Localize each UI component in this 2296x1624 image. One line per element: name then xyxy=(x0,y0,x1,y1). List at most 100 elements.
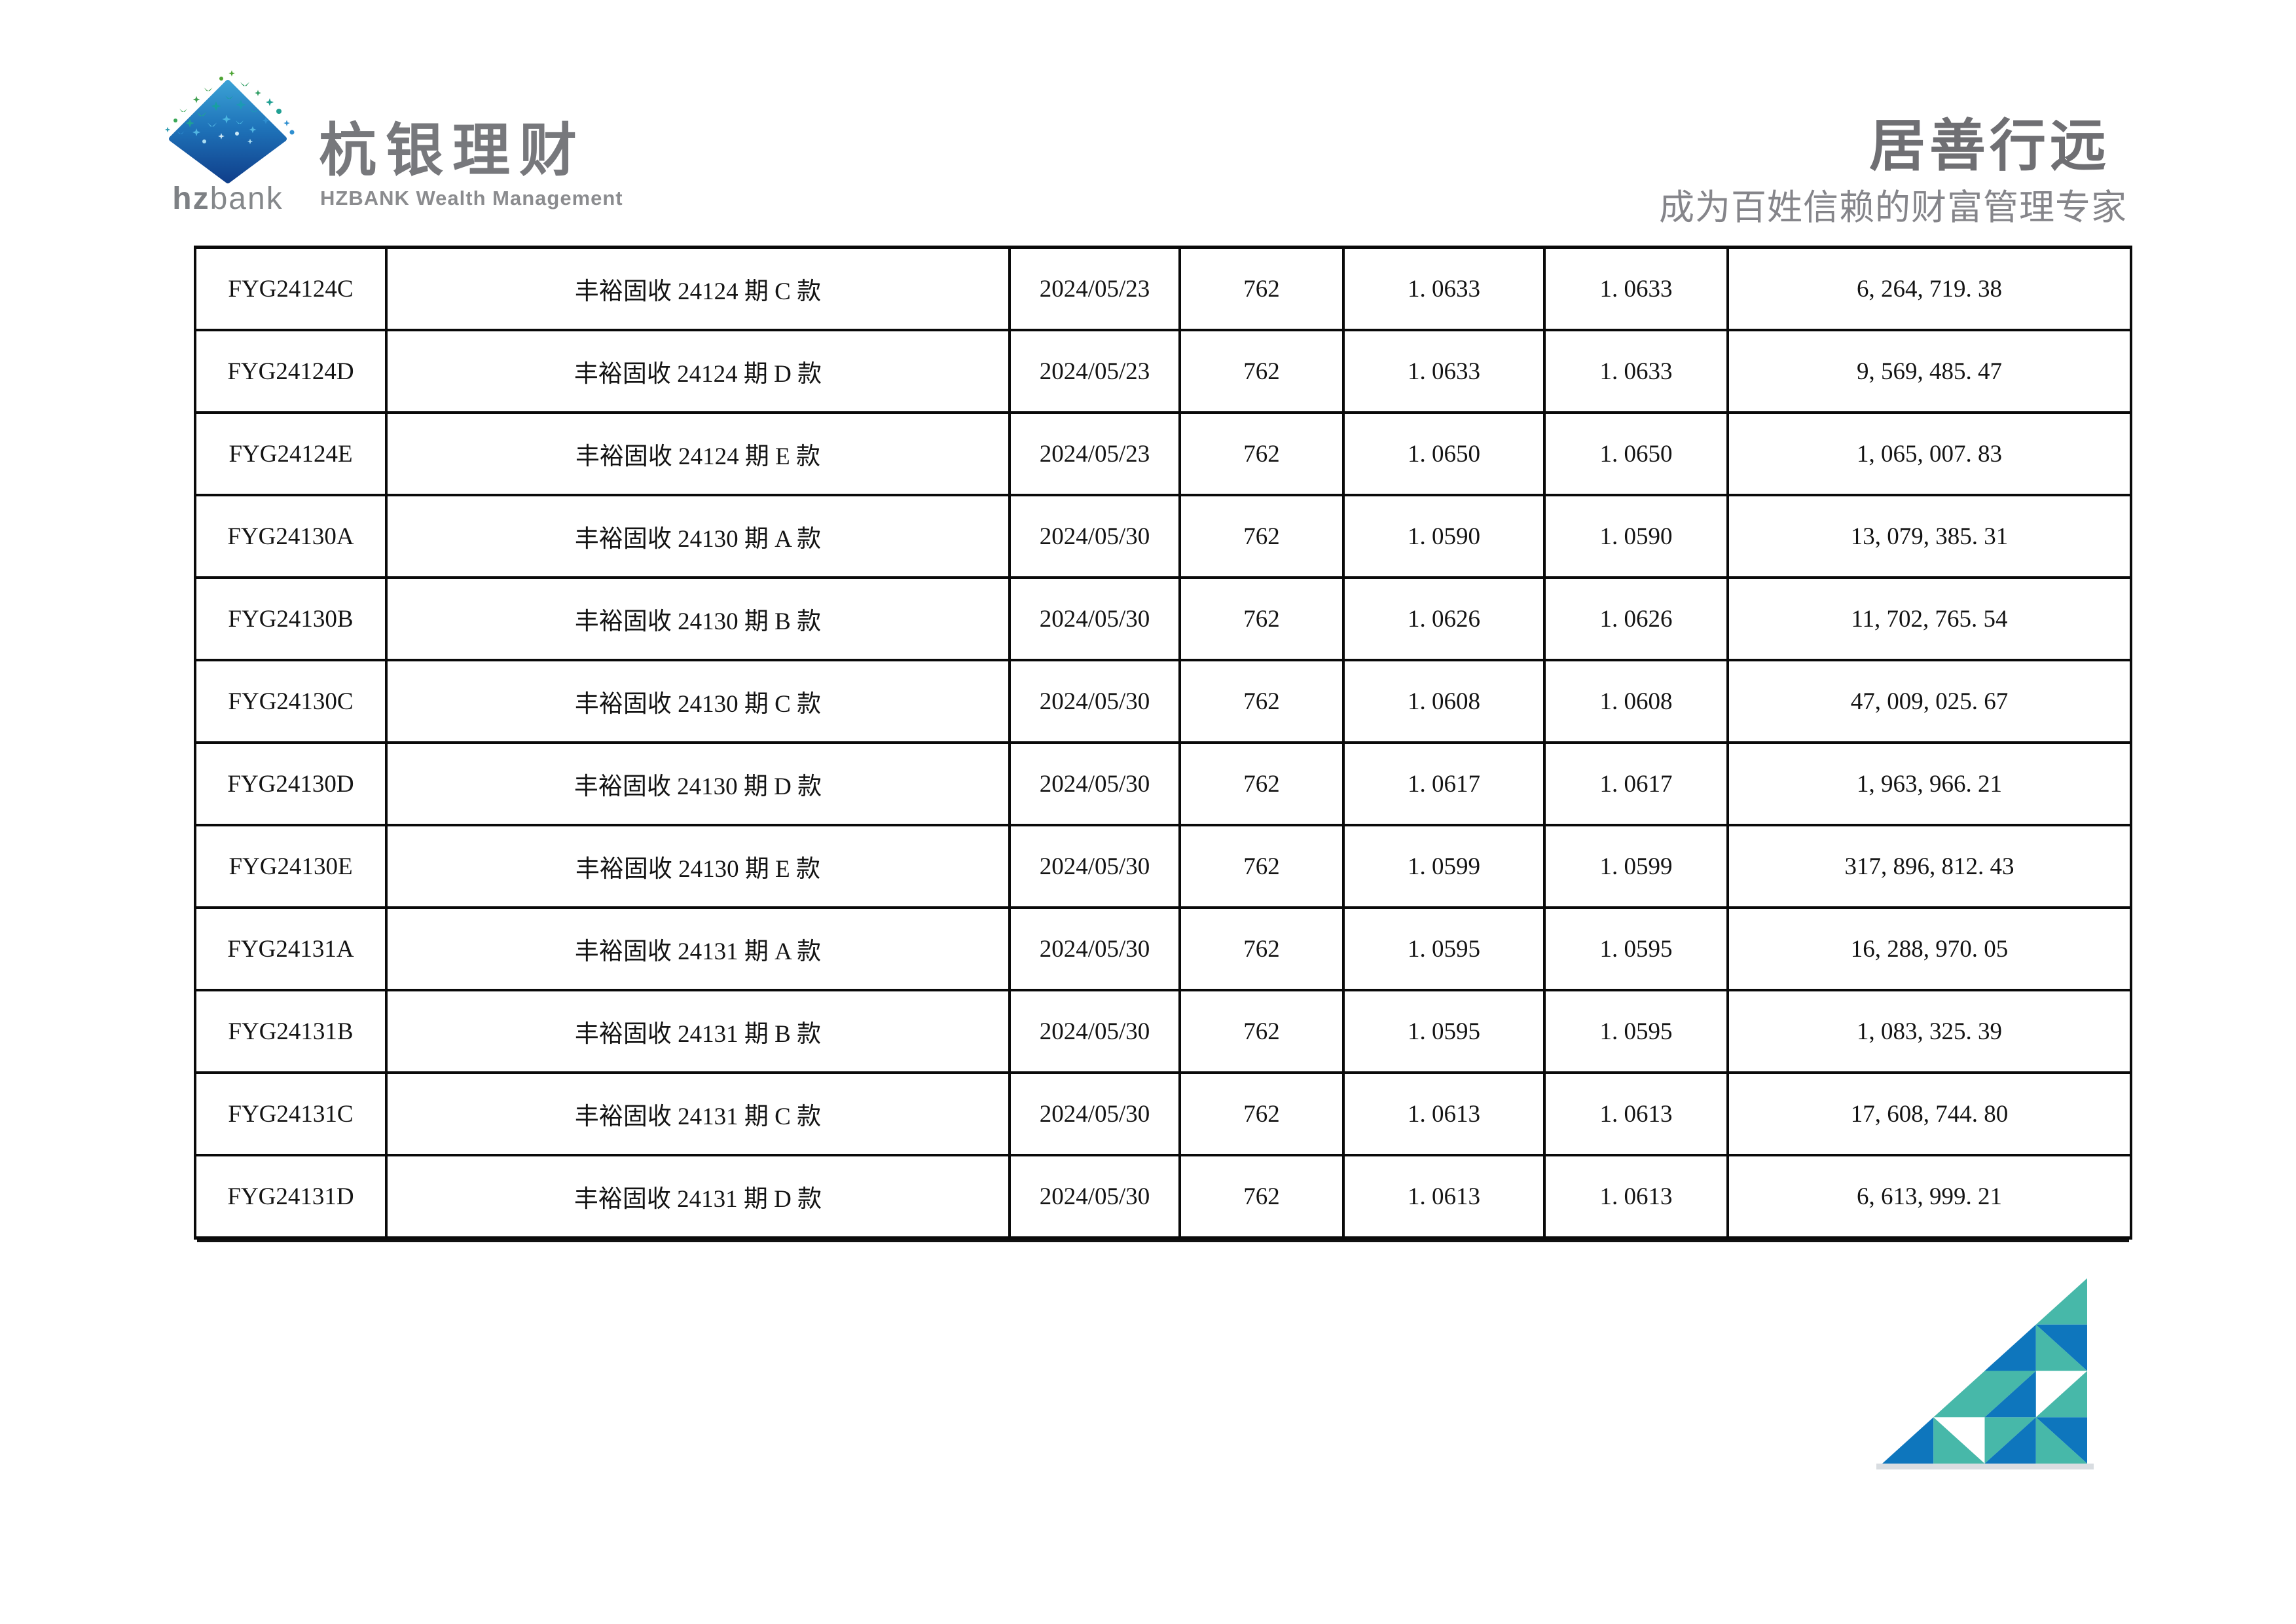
cell-cum-nav: 1. 0595 xyxy=(1543,906,1729,991)
table-row: FYG24124D 丰裕固收 24124 期 D 款 2024/05/23 76… xyxy=(194,329,2132,414)
cell-date: 2024/05/30 xyxy=(1008,576,1181,661)
cell-date: 2024/05/30 xyxy=(1008,906,1181,991)
cell-product-name: 丰裕固收 24131 期 C 款 xyxy=(385,1071,1011,1156)
cell-cum-nav: 1. 0595 xyxy=(1543,989,1729,1074)
cell-product-name: 丰裕固收 24124 期 E 款 xyxy=(385,411,1011,496)
cell-product-code: FYG24130D xyxy=(194,741,388,826)
cell-days: 762 xyxy=(1178,989,1345,1074)
cell-days: 762 xyxy=(1178,411,1345,496)
cell-days: 762 xyxy=(1178,1154,1345,1240)
slogan-block: 居善行远 成为百姓信赖的财富管理专家 xyxy=(1659,118,2127,225)
cell-product-name: 丰裕固收 24130 期 A 款 xyxy=(385,494,1011,579)
cell-product-code: FYG24131B xyxy=(194,989,388,1074)
cell-amount: 1, 083, 325. 39 xyxy=(1726,989,2132,1074)
cell-amount: 1, 963, 966. 21 xyxy=(1726,741,2132,826)
brand-name-chinese: 杭银理财 xyxy=(319,118,587,183)
cell-date: 2024/05/30 xyxy=(1008,659,1181,744)
cell-product-code: FYG24130C xyxy=(194,659,388,744)
cell-date: 2024/05/23 xyxy=(1008,246,1181,331)
hzbank-logo-icon xyxy=(164,70,295,183)
cell-date: 2024/05/30 xyxy=(1008,494,1181,579)
cell-cum-nav: 1. 0626 xyxy=(1543,576,1729,661)
cell-product-name: 丰裕固收 24124 期 D 款 xyxy=(385,329,1011,414)
table-row: FYG24131B 丰裕固收 24131 期 B 款 2024/05/30 76… xyxy=(194,989,2132,1074)
logo-wordmark-hz: hz xyxy=(172,181,210,216)
table-row: FYG24131C 丰裕固收 24131 期 C 款 2024/05/30 76… xyxy=(194,1071,2132,1156)
logo-wordmark-bank: bank xyxy=(210,181,283,216)
cell-days: 762 xyxy=(1178,659,1345,744)
product-table-body: FYG24124C 丰裕固收 24124 期 C 款 2024/05/23 76… xyxy=(194,246,2132,1240)
table-row: FYG24124C 丰裕固收 24124 期 C 款 2024/05/23 76… xyxy=(194,246,2132,331)
cell-date: 2024/05/30 xyxy=(1008,741,1181,826)
cell-cum-nav: 1. 0608 xyxy=(1543,659,1729,744)
cell-unit-nav: 1. 0633 xyxy=(1342,329,1546,414)
cell-unit-nav: 1. 0650 xyxy=(1342,411,1546,496)
cell-product-code: FYG24124D xyxy=(194,329,388,414)
triangle-mosaic-graphic xyxy=(1882,1278,2087,1464)
logo-particles xyxy=(164,70,295,145)
logo-wordmark: hzbank xyxy=(158,181,297,217)
cell-product-name: 丰裕固收 24131 期 D 款 xyxy=(385,1154,1011,1240)
cell-product-name: 丰裕固收 24131 期 A 款 xyxy=(385,906,1011,991)
slogan-title: 居善行远 xyxy=(1869,115,2110,177)
cell-cum-nav: 1. 0613 xyxy=(1543,1154,1729,1240)
cell-unit-nav: 1. 0599 xyxy=(1342,824,1546,909)
cell-product-name: 丰裕固收 24130 期 B 款 xyxy=(385,576,1011,661)
cell-days: 762 xyxy=(1178,741,1345,826)
table-row: FYG24130C 丰裕固收 24130 期 C 款 2024/05/30 76… xyxy=(194,659,2132,744)
cell-product-code: FYG24130B xyxy=(194,576,388,661)
cell-unit-nav: 1. 0608 xyxy=(1342,659,1546,744)
cell-unit-nav: 1. 0590 xyxy=(1342,494,1546,579)
cell-date: 2024/05/23 xyxy=(1008,329,1181,414)
table-row: FYG24130A 丰裕固收 24130 期 A 款 2024/05/30 76… xyxy=(194,494,2132,579)
cell-amount: 6, 613, 999. 21 xyxy=(1726,1154,2132,1240)
cell-days: 762 xyxy=(1178,906,1345,991)
cell-amount: 11, 702, 765. 54 xyxy=(1726,576,2132,661)
cell-product-name: 丰裕固收 24130 期 E 款 xyxy=(385,824,1011,909)
cell-date: 2024/05/30 xyxy=(1008,989,1181,1074)
cell-amount: 17, 608, 744. 80 xyxy=(1726,1071,2132,1156)
cell-amount: 47, 009, 025. 67 xyxy=(1726,659,2132,744)
cell-cum-nav: 1. 0590 xyxy=(1543,494,1729,579)
cell-product-name: 丰裕固收 24131 期 B 款 xyxy=(385,989,1011,1074)
cell-days: 762 xyxy=(1178,576,1345,661)
cell-days: 762 xyxy=(1178,246,1345,331)
cell-cum-nav: 1. 0633 xyxy=(1543,246,1729,331)
mosaic-baseline xyxy=(1876,1464,2094,1469)
cell-cum-nav: 1. 0617 xyxy=(1543,741,1729,826)
cell-date: 2024/05/30 xyxy=(1008,824,1181,909)
table-row: FYG24124E 丰裕固收 24124 期 E 款 2024/05/23 76… xyxy=(194,411,2132,496)
product-table: FYG24124C 丰裕固收 24124 期 C 款 2024/05/23 76… xyxy=(194,246,2132,1240)
table-row: FYG24130B 丰裕固收 24130 期 B 款 2024/05/30 76… xyxy=(194,576,2132,661)
cell-days: 762 xyxy=(1178,494,1345,579)
cell-product-code: FYG24131C xyxy=(194,1071,388,1156)
cell-date: 2024/05/23 xyxy=(1008,411,1181,496)
cell-product-code: FYG24130E xyxy=(194,824,388,909)
cell-product-name: 丰裕固收 24124 期 C 款 xyxy=(385,246,1011,331)
cell-date: 2024/05/30 xyxy=(1008,1154,1181,1240)
cell-amount: 1, 065, 007. 83 xyxy=(1726,411,2132,496)
cell-days: 762 xyxy=(1178,329,1345,414)
cell-cum-nav: 1. 0613 xyxy=(1543,1071,1729,1156)
brand-name-english: HZBANK Wealth Management xyxy=(320,187,623,210)
cell-product-code: FYG24130A xyxy=(194,494,388,579)
cell-days: 762 xyxy=(1178,824,1345,909)
cell-product-name: 丰裕固收 24130 期 C 款 xyxy=(385,659,1011,744)
cell-unit-nav: 1. 0595 xyxy=(1342,906,1546,991)
cell-amount: 13, 079, 385. 31 xyxy=(1726,494,2132,579)
cell-cum-nav: 1. 0599 xyxy=(1543,824,1729,909)
table-row: FYG24131D 丰裕固收 24131 期 D 款 2024/05/30 76… xyxy=(194,1154,2132,1240)
table-row: FYG24131A 丰裕固收 24131 期 A 款 2024/05/30 76… xyxy=(194,906,2132,991)
cell-unit-nav: 1. 0595 xyxy=(1342,989,1546,1074)
cell-amount: 6, 264, 719. 38 xyxy=(1726,246,2132,331)
table-row: FYG24130E 丰裕固收 24130 期 E 款 2024/05/30 76… xyxy=(194,824,2132,909)
cell-product-code: FYG24124C xyxy=(194,246,388,331)
cell-amount: 16, 288, 970. 05 xyxy=(1726,906,2132,991)
cell-unit-nav: 1. 0617 xyxy=(1342,741,1546,826)
cell-date: 2024/05/30 xyxy=(1008,1071,1181,1156)
cell-product-code: FYG24124E xyxy=(194,411,388,496)
cell-product-code: FYG24131D xyxy=(194,1154,388,1240)
cell-unit-nav: 1. 0613 xyxy=(1342,1071,1546,1156)
cell-cum-nav: 1. 0650 xyxy=(1543,411,1729,496)
